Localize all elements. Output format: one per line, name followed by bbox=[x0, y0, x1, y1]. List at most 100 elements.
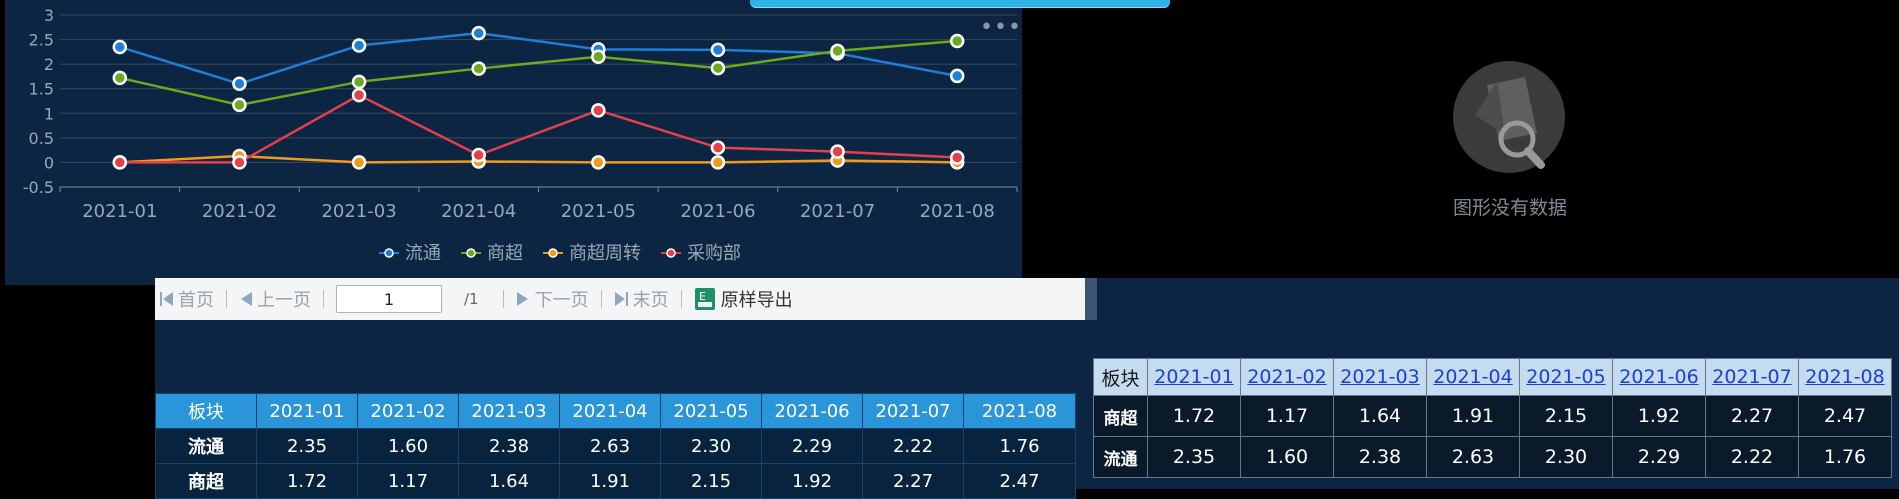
toolbar-scroll-strip bbox=[1085, 278, 1097, 320]
month-link[interactable]: 2021-08 bbox=[1798, 358, 1892, 396]
x-tick-label: 2021-06 bbox=[680, 201, 755, 222]
series-line bbox=[119, 39, 958, 107]
data-point bbox=[471, 61, 486, 76]
table-cell: 2.35 bbox=[256, 428, 358, 464]
month-link[interactable]: 2021-07 bbox=[1705, 358, 1799, 396]
toolbar-divider bbox=[680, 290, 682, 308]
table-cell: 1.60 bbox=[357, 428, 459, 464]
month-link[interactable]: 2021-01 bbox=[1147, 358, 1241, 396]
more-icon[interactable]: ••• bbox=[980, 15, 1022, 40]
table-cell: 2.47 bbox=[1798, 395, 1892, 437]
table-header-row: 板块 2021-01 2021-02 2021-03 2021-04 2021-… bbox=[155, 393, 1076, 429]
table-cell: 2.27 bbox=[1705, 395, 1799, 437]
month-link[interactable]: 2021-05 bbox=[1519, 358, 1613, 396]
data-point bbox=[112, 70, 128, 86]
data-point bbox=[830, 43, 845, 59]
line-chart: 3 2.5 2 1.5 1 0.5 0 -0.5 2021-01 2021-02 2021-03 20… bbox=[23, 6, 1018, 264]
next-page-icon bbox=[516, 292, 528, 306]
table-cell: 1.64 bbox=[1333, 395, 1427, 437]
first-page-button[interactable]: 首页 bbox=[159, 286, 214, 312]
y-tick-label: 0.5 bbox=[29, 129, 54, 148]
data-point bbox=[351, 74, 367, 90]
table-cell: 2.38 bbox=[1333, 436, 1427, 478]
table-cell: 1.92 bbox=[761, 463, 863, 499]
month-link[interactable]: 2021-06 bbox=[1612, 358, 1706, 396]
table-cell: 商超 bbox=[155, 463, 257, 499]
table-row: 流通 2.35 1.60 2.38 2.63 2.30 2.29 2.22 1.… bbox=[1093, 436, 1892, 478]
x-tick-label: 2021-08 bbox=[920, 201, 995, 222]
data-point bbox=[591, 155, 606, 170]
data-point bbox=[591, 49, 606, 65]
table-header-row: 板块 2021-01 2021-02 2021-03 2021-04 2021-… bbox=[1093, 358, 1892, 396]
magnifier-icon bbox=[1453, 61, 1565, 173]
data-point bbox=[351, 38, 367, 53]
table-cell: 商超 bbox=[1093, 395, 1148, 437]
legend-label: 流通 bbox=[405, 243, 441, 264]
month-link[interactable]: 2021-03 bbox=[1333, 358, 1427, 396]
month-link[interactable]: 2021-02 bbox=[1240, 358, 1334, 396]
legend-label: 采购部 bbox=[687, 243, 741, 264]
excel-icon-letter: E bbox=[699, 290, 706, 303]
table-cell: 1.76 bbox=[963, 428, 1076, 464]
table-cell: 2.27 bbox=[862, 463, 964, 499]
data-point bbox=[949, 150, 965, 165]
data-table-left: 板块 2021-01 2021-02 2021-03 2021-04 2021-… bbox=[155, 393, 1076, 499]
table-cell: 2.38 bbox=[458, 428, 560, 464]
data-point bbox=[710, 42, 726, 58]
table-cell: 1.64 bbox=[458, 463, 560, 499]
toolbar-divider bbox=[323, 290, 324, 308]
column-header: 2021-04 bbox=[559, 393, 661, 429]
no-data-text: 图形没有数据 bbox=[1452, 197, 1567, 219]
page-number-input[interactable] bbox=[336, 285, 442, 313]
table-cell: 2.22 bbox=[1705, 436, 1799, 478]
data-point bbox=[232, 155, 247, 170]
table-cell: 2.29 bbox=[1612, 436, 1706, 478]
table-cell: 2.30 bbox=[1519, 436, 1613, 478]
y-tick-label: 1 bbox=[44, 104, 54, 123]
table-cell: 2.22 bbox=[862, 428, 964, 464]
table-cell: 1.60 bbox=[1240, 436, 1334, 478]
legend-swatch-dot bbox=[466, 248, 476, 258]
last-page-icon bbox=[614, 292, 628, 306]
series-line bbox=[119, 31, 958, 86]
column-header: 2021-02 bbox=[357, 393, 459, 429]
table-cell: 1.76 bbox=[1798, 436, 1892, 478]
data-point bbox=[471, 25, 486, 41]
month-link[interactable]: 2021-04 bbox=[1426, 358, 1520, 396]
top-tab-indicator[interactable] bbox=[750, 0, 1170, 8]
table-cell: 2.63 bbox=[559, 428, 661, 464]
x-tick-label: 2021-03 bbox=[321, 201, 396, 222]
table-cell: 2.63 bbox=[1426, 436, 1520, 478]
prev-page-button[interactable]: 上一页 bbox=[239, 286, 311, 312]
column-header: 2021-05 bbox=[660, 393, 762, 429]
x-tick-label: 2021-02 bbox=[202, 201, 277, 222]
toolbar-divider bbox=[226, 290, 227, 308]
export-label: 原样导出 bbox=[720, 290, 793, 311]
data-table-right: 板块 2021-01 2021-02 2021-03 2021-04 2021-… bbox=[1093, 358, 1892, 478]
data-point bbox=[232, 97, 247, 113]
data-point bbox=[112, 155, 128, 170]
series-line bbox=[119, 93, 958, 164]
column-header: 2021-06 bbox=[761, 393, 863, 429]
data-point bbox=[351, 155, 367, 170]
y-tick-label: 2.5 bbox=[29, 31, 54, 50]
next-page-button[interactable]: 下一页 bbox=[516, 286, 589, 312]
table-cell: 2.15 bbox=[660, 463, 762, 499]
data-point bbox=[591, 103, 606, 118]
y-tick-label: 1.5 bbox=[29, 80, 54, 99]
column-header: 板块 bbox=[1093, 358, 1148, 396]
prev-page-icon bbox=[241, 292, 252, 306]
last-page-button[interactable]: 末页 bbox=[614, 286, 669, 312]
table-cell: 流通 bbox=[155, 428, 257, 464]
column-header: 2021-08 bbox=[963, 393, 1076, 429]
column-header: 板块 bbox=[155, 393, 257, 429]
table-cell: 1.92 bbox=[1612, 395, 1706, 437]
prev-page-label: 上一页 bbox=[257, 290, 311, 311]
column-header: 2021-01 bbox=[256, 393, 358, 429]
table-cell: 1.72 bbox=[256, 463, 358, 499]
data-point bbox=[112, 39, 128, 55]
column-header: 2021-07 bbox=[862, 393, 964, 429]
table-cell: 2.30 bbox=[660, 428, 762, 464]
y-tick-label: 0 bbox=[44, 153, 54, 172]
export-button[interactable]: E 原样导出 bbox=[694, 286, 793, 312]
